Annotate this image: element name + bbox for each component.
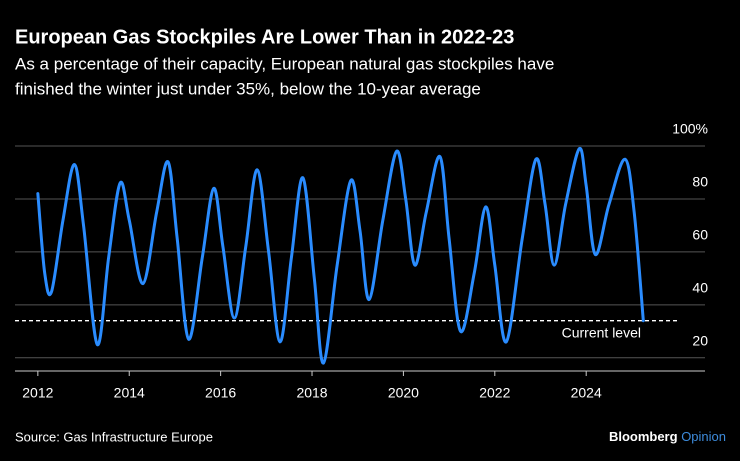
x-tick-label: 2018 [296, 385, 327, 401]
brand-name: Bloomberg [609, 429, 678, 444]
data-line [36, 147, 645, 365]
y-tick-label: 100% [672, 121, 708, 137]
y-tick-label: 20 [692, 332, 708, 348]
brand-sub: Opinion [681, 429, 726, 444]
chart-subtitle: finished the winter just under 35%, belo… [15, 79, 481, 98]
reference-label: Current level [562, 324, 641, 340]
brand: Bloomberg Opinion [609, 429, 726, 444]
x-tick-label: 2012 [22, 385, 53, 401]
x-tick-label: 2020 [388, 385, 419, 401]
source: Source: Gas Infrastructure Europe [15, 429, 213, 444]
chart-subtitle: As a percentage of their capacity, Europ… [15, 54, 554, 73]
x-tick-label: 2022 [479, 385, 510, 401]
y-tick-label: 40 [692, 280, 708, 296]
y-tick-label: 80 [692, 174, 708, 190]
y-tick-label: 60 [692, 227, 708, 243]
x-tick-label: 2014 [114, 385, 145, 401]
chart-title: European Gas Stockpiles Are Lower Than i… [15, 26, 514, 48]
x-tick-label: 2024 [571, 385, 602, 401]
x-tick-label: 2016 [205, 385, 236, 401]
